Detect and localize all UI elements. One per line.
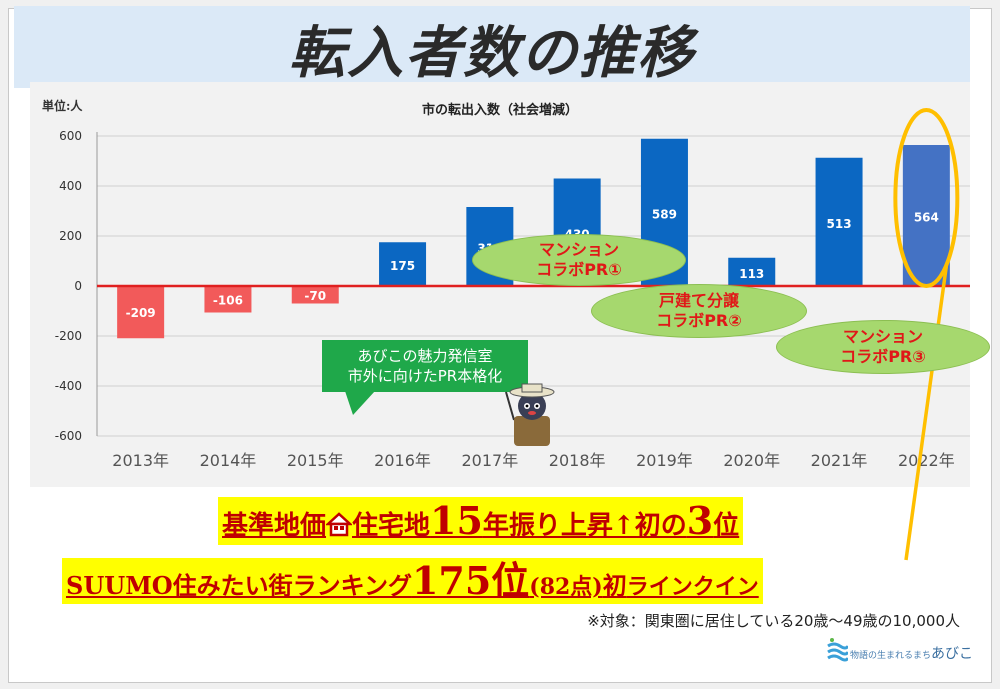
y-tick-label: 0 bbox=[74, 279, 82, 293]
data-label: -209 bbox=[126, 306, 156, 320]
x-tick-label: 2021年 bbox=[811, 451, 868, 470]
data-label: -106 bbox=[213, 293, 243, 307]
land-price-years: 15 bbox=[430, 498, 483, 543]
bar bbox=[204, 286, 252, 313]
callout-manshon-3-line2: コラボPR③ bbox=[840, 347, 926, 366]
data-label: 175 bbox=[390, 259, 415, 273]
speech-bubble-tail bbox=[345, 391, 375, 415]
city-logo: 物語の生まれるまちあびこ bbox=[826, 636, 973, 666]
callout-kodate-2-line2: コラボPR② bbox=[656, 311, 742, 330]
title-band: 転入者数の推移 bbox=[14, 6, 970, 88]
chart-title: 市の転出入数（社会増減） bbox=[421, 103, 578, 118]
x-tick-label: 2015年 bbox=[287, 451, 344, 470]
unit-label: 単位:人 bbox=[42, 99, 83, 113]
bar bbox=[902, 145, 950, 286]
wave-logo-icon bbox=[827, 638, 848, 662]
x-tick-label: 2022年 bbox=[898, 451, 955, 470]
bar bbox=[379, 242, 427, 286]
x-tick-label: 2013年 bbox=[112, 451, 169, 470]
land-price-suffix: 位 bbox=[713, 511, 740, 541]
y-tick-label: -600 bbox=[55, 429, 82, 443]
land-price-mid: 住宅地 bbox=[352, 511, 431, 541]
callout-manshon-1-line1: マンション bbox=[538, 240, 619, 259]
y-tick-label: -400 bbox=[55, 379, 82, 393]
suumo-rank: 175位 bbox=[411, 558, 530, 603]
highlight-pointer bbox=[904, 265, 949, 561]
callout-manshon-3-line1: マンション bbox=[842, 327, 923, 346]
data-label: 589 bbox=[652, 207, 677, 221]
land-price-post: 年振り上昇↑初の bbox=[482, 511, 687, 541]
bar bbox=[815, 157, 863, 286]
suumo-points: (82点) bbox=[529, 574, 603, 600]
suumo-post: ラインクイン bbox=[626, 574, 759, 600]
land-price-banner: 基準地価 住宅地15年振り上昇↑初の3位 bbox=[218, 497, 744, 545]
callout-kodate-2-line1: 戸建て分譲 bbox=[658, 291, 739, 310]
page-title: 転入者数の推移 bbox=[289, 21, 695, 86]
land-price-rank: 3 bbox=[686, 498, 714, 543]
highlight-ring bbox=[893, 108, 960, 288]
data-label: 564 bbox=[914, 211, 939, 225]
x-tick-label: 2016年 bbox=[374, 451, 431, 470]
suumo-pre: SUUMO住みたい街ランキング bbox=[66, 571, 412, 600]
logo-name: あびこ bbox=[931, 646, 974, 662]
callout-manshon-3: マンション コラボPR③ bbox=[776, 320, 990, 374]
y-tick-label: 400 bbox=[59, 179, 82, 193]
house-icon bbox=[324, 512, 354, 537]
x-tick-label: 2018年 bbox=[549, 451, 606, 470]
x-tick-label: 2014年 bbox=[200, 451, 257, 470]
y-tick-label: 600 bbox=[59, 129, 82, 143]
speech-bubble: あびこの魅力発信室 市外に向けたPR本格化 bbox=[322, 340, 528, 392]
y-tick-label: 200 bbox=[59, 229, 82, 243]
mascot-icon bbox=[505, 383, 555, 446]
logo-tagline: 物語の生まれるまち bbox=[850, 651, 932, 661]
y-tick-label: -200 bbox=[55, 329, 82, 343]
speech-line2: 市外に向けたPR本格化 bbox=[347, 367, 503, 385]
speech-line1: あびこの魅力発信室 bbox=[357, 347, 493, 365]
callout-manshon-1-line2: コラボPR① bbox=[536, 260, 622, 279]
x-tick-label: 2017年 bbox=[461, 451, 518, 470]
suumo-first: 初 bbox=[602, 571, 627, 600]
suumo-banner: SUUMO住みたい街ランキング175位(82点)初ラインクイン bbox=[62, 558, 763, 604]
data-label: -70 bbox=[304, 289, 326, 303]
survey-note: ※対象：関東圏に居住している20歳～49歳の10,000人 bbox=[587, 612, 960, 630]
land-price-pre: 基準地価 bbox=[222, 511, 327, 541]
bar bbox=[728, 257, 776, 286]
x-tick-label: 2020年 bbox=[723, 451, 780, 470]
data-label: 513 bbox=[827, 217, 852, 231]
bar bbox=[291, 286, 339, 304]
bar bbox=[117, 286, 165, 339]
x-tick-label: 2019年 bbox=[636, 451, 693, 470]
callout-manshon-1: マンション コラボPR① bbox=[472, 234, 686, 286]
callout-kodate-2: 戸建て分譲 コラボPR② bbox=[591, 284, 807, 338]
data-label: 113 bbox=[739, 267, 764, 281]
